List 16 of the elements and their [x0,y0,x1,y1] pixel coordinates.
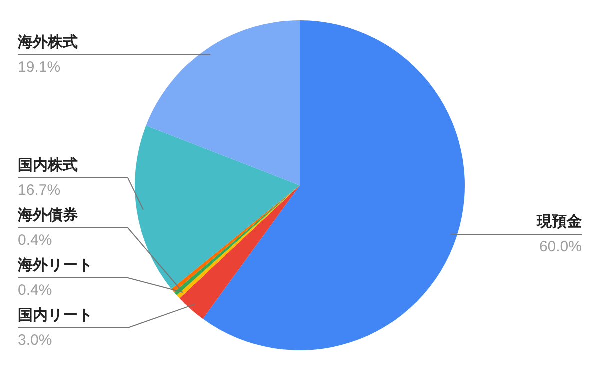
pie-slice [135,126,300,290]
data-label: 60.0% [539,238,582,256]
data-label: 16.7% [18,182,61,199]
slice-label: 海外リート [17,257,93,274]
slice-label: 海外債券 [17,207,78,224]
data-label: 3.0% [18,332,52,349]
data-label: 19.1% [18,58,61,76]
data-label: 0.4% [18,232,52,249]
slice-label: 現預金 [536,213,582,230]
pie-slice [203,20,465,350]
slice-label: 海外株式 [17,34,78,51]
slice-label: 国内リート [18,307,93,324]
slice-label: 国内株式 [18,157,78,174]
data-label: 0.4% [18,282,52,299]
pie-slice [146,20,300,186]
pie-slice [180,186,300,319]
